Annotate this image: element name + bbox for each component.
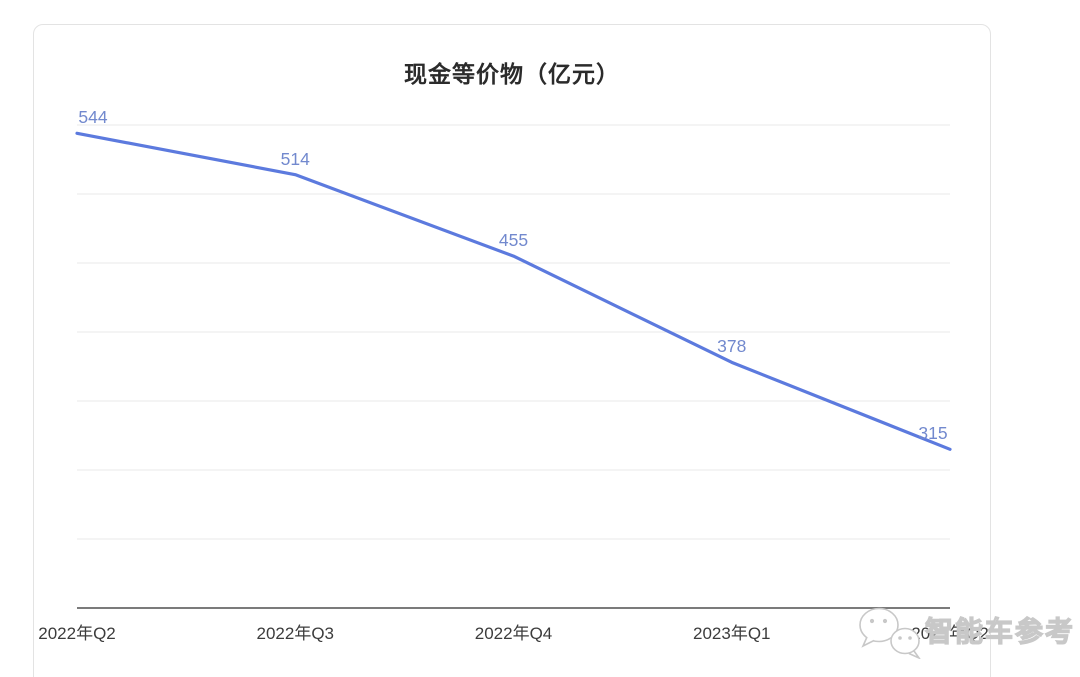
chart-title: 现金等价物（亿元） [404,61,620,87]
chart-card: 现金等价物（亿元） [33,24,991,677]
